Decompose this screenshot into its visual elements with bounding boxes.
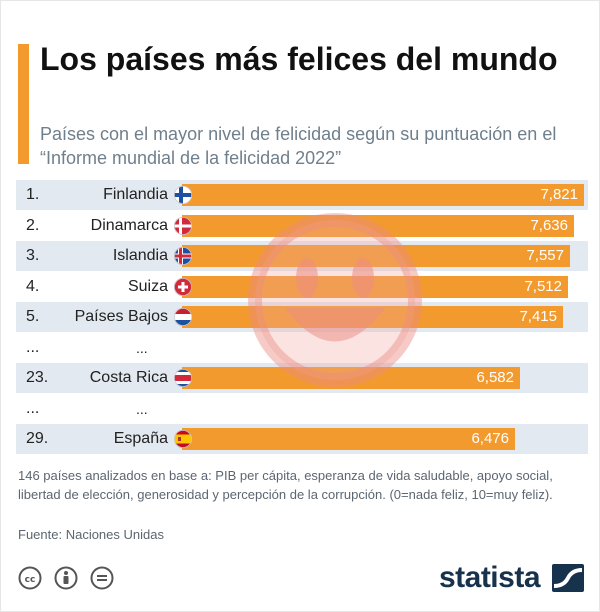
finland-flag-icon	[174, 186, 192, 204]
source-note: Fuente: Naciones Unidas	[18, 527, 164, 542]
bar-value-label: 7,512	[524, 277, 562, 295]
page-title: Los países más felices del mundo	[40, 41, 558, 77]
country-label: Suiza	[127, 277, 168, 295]
rank-label: 23.	[26, 369, 49, 386]
rank-label: 5.	[26, 308, 40, 325]
rank-label: 3.	[26, 247, 40, 264]
bar	[182, 184, 584, 206]
bar-value-label: 7,415	[519, 308, 557, 325]
spain-flag-icon	[174, 430, 192, 448]
bar-value-label: 6,582	[476, 369, 514, 386]
svg-text:cc: cc	[25, 575, 36, 585]
country-label: Dinamarca	[90, 216, 168, 234]
chart-row: ......	[16, 394, 588, 424]
country-label: Islandia	[112, 247, 168, 264]
chart-row: 23. Costa Rica 6,582	[16, 363, 588, 393]
country-label: Costa Rica	[89, 369, 168, 386]
by-icon[interactable]	[54, 566, 78, 590]
bar	[182, 428, 515, 450]
bar	[182, 214, 574, 237]
rank-label: ...	[26, 338, 40, 356]
chart-row: 1. Finlandia 7,821	[16, 180, 588, 210]
country-label: Finlandia	[103, 186, 168, 203]
page-subtitle: Países con el mayor nivel de felicidad s…	[40, 124, 557, 168]
rank-label: 2.	[26, 216, 40, 234]
chart-row: 4. Suiza 7,512	[16, 272, 588, 302]
nd-icon[interactable]	[90, 566, 114, 590]
rank-label: 29.	[26, 430, 49, 447]
switzerland-flag-icon	[174, 277, 192, 296]
denmark-flag-icon	[174, 216, 192, 235]
rank-label: 1.	[26, 186, 40, 203]
brand-name: statista	[438, 561, 541, 594]
chart-row: 2. Dinamarca 7,636	[16, 211, 588, 241]
bar	[182, 367, 520, 389]
chart-row: ......	[16, 333, 588, 363]
chart-row: 5. Países Bajos 7,415	[16, 302, 588, 332]
chart-row: 29. España 6,476	[16, 424, 588, 454]
costa-rica-flag-icon	[174, 369, 192, 387]
statista-logo[interactable]: statista	[404, 562, 584, 594]
rank-label: ...	[26, 399, 40, 417]
cc-icon[interactable]: cc	[18, 566, 42, 590]
bar-chart: 1. Finlandia 7,821 2. Dinamarca 7,636 3. Island…	[16, 180, 588, 456]
bar-value-label: 7,636	[530, 216, 568, 234]
country-label: ...	[136, 339, 148, 356]
iceland-flag-icon	[174, 247, 192, 265]
title-accent-bar	[18, 44, 29, 164]
bar-value-label: 7,557	[526, 247, 564, 264]
bar	[182, 275, 568, 298]
statista-logo-icon	[552, 564, 584, 592]
bar-value-label: 6,476	[471, 430, 509, 447]
netherlands-flag-icon	[174, 308, 192, 326]
country-label: España	[113, 430, 168, 447]
country-label: Países Bajos	[74, 308, 168, 325]
footnote: 146 países analizados en base a: PIB per…	[18, 468, 553, 502]
chart-row: 3. Islandia 7,557	[16, 241, 588, 271]
country-label: ...	[136, 400, 148, 417]
bar	[182, 245, 570, 267]
rank-label: 4.	[26, 277, 40, 295]
bar-value-label: 7,821	[540, 186, 578, 203]
